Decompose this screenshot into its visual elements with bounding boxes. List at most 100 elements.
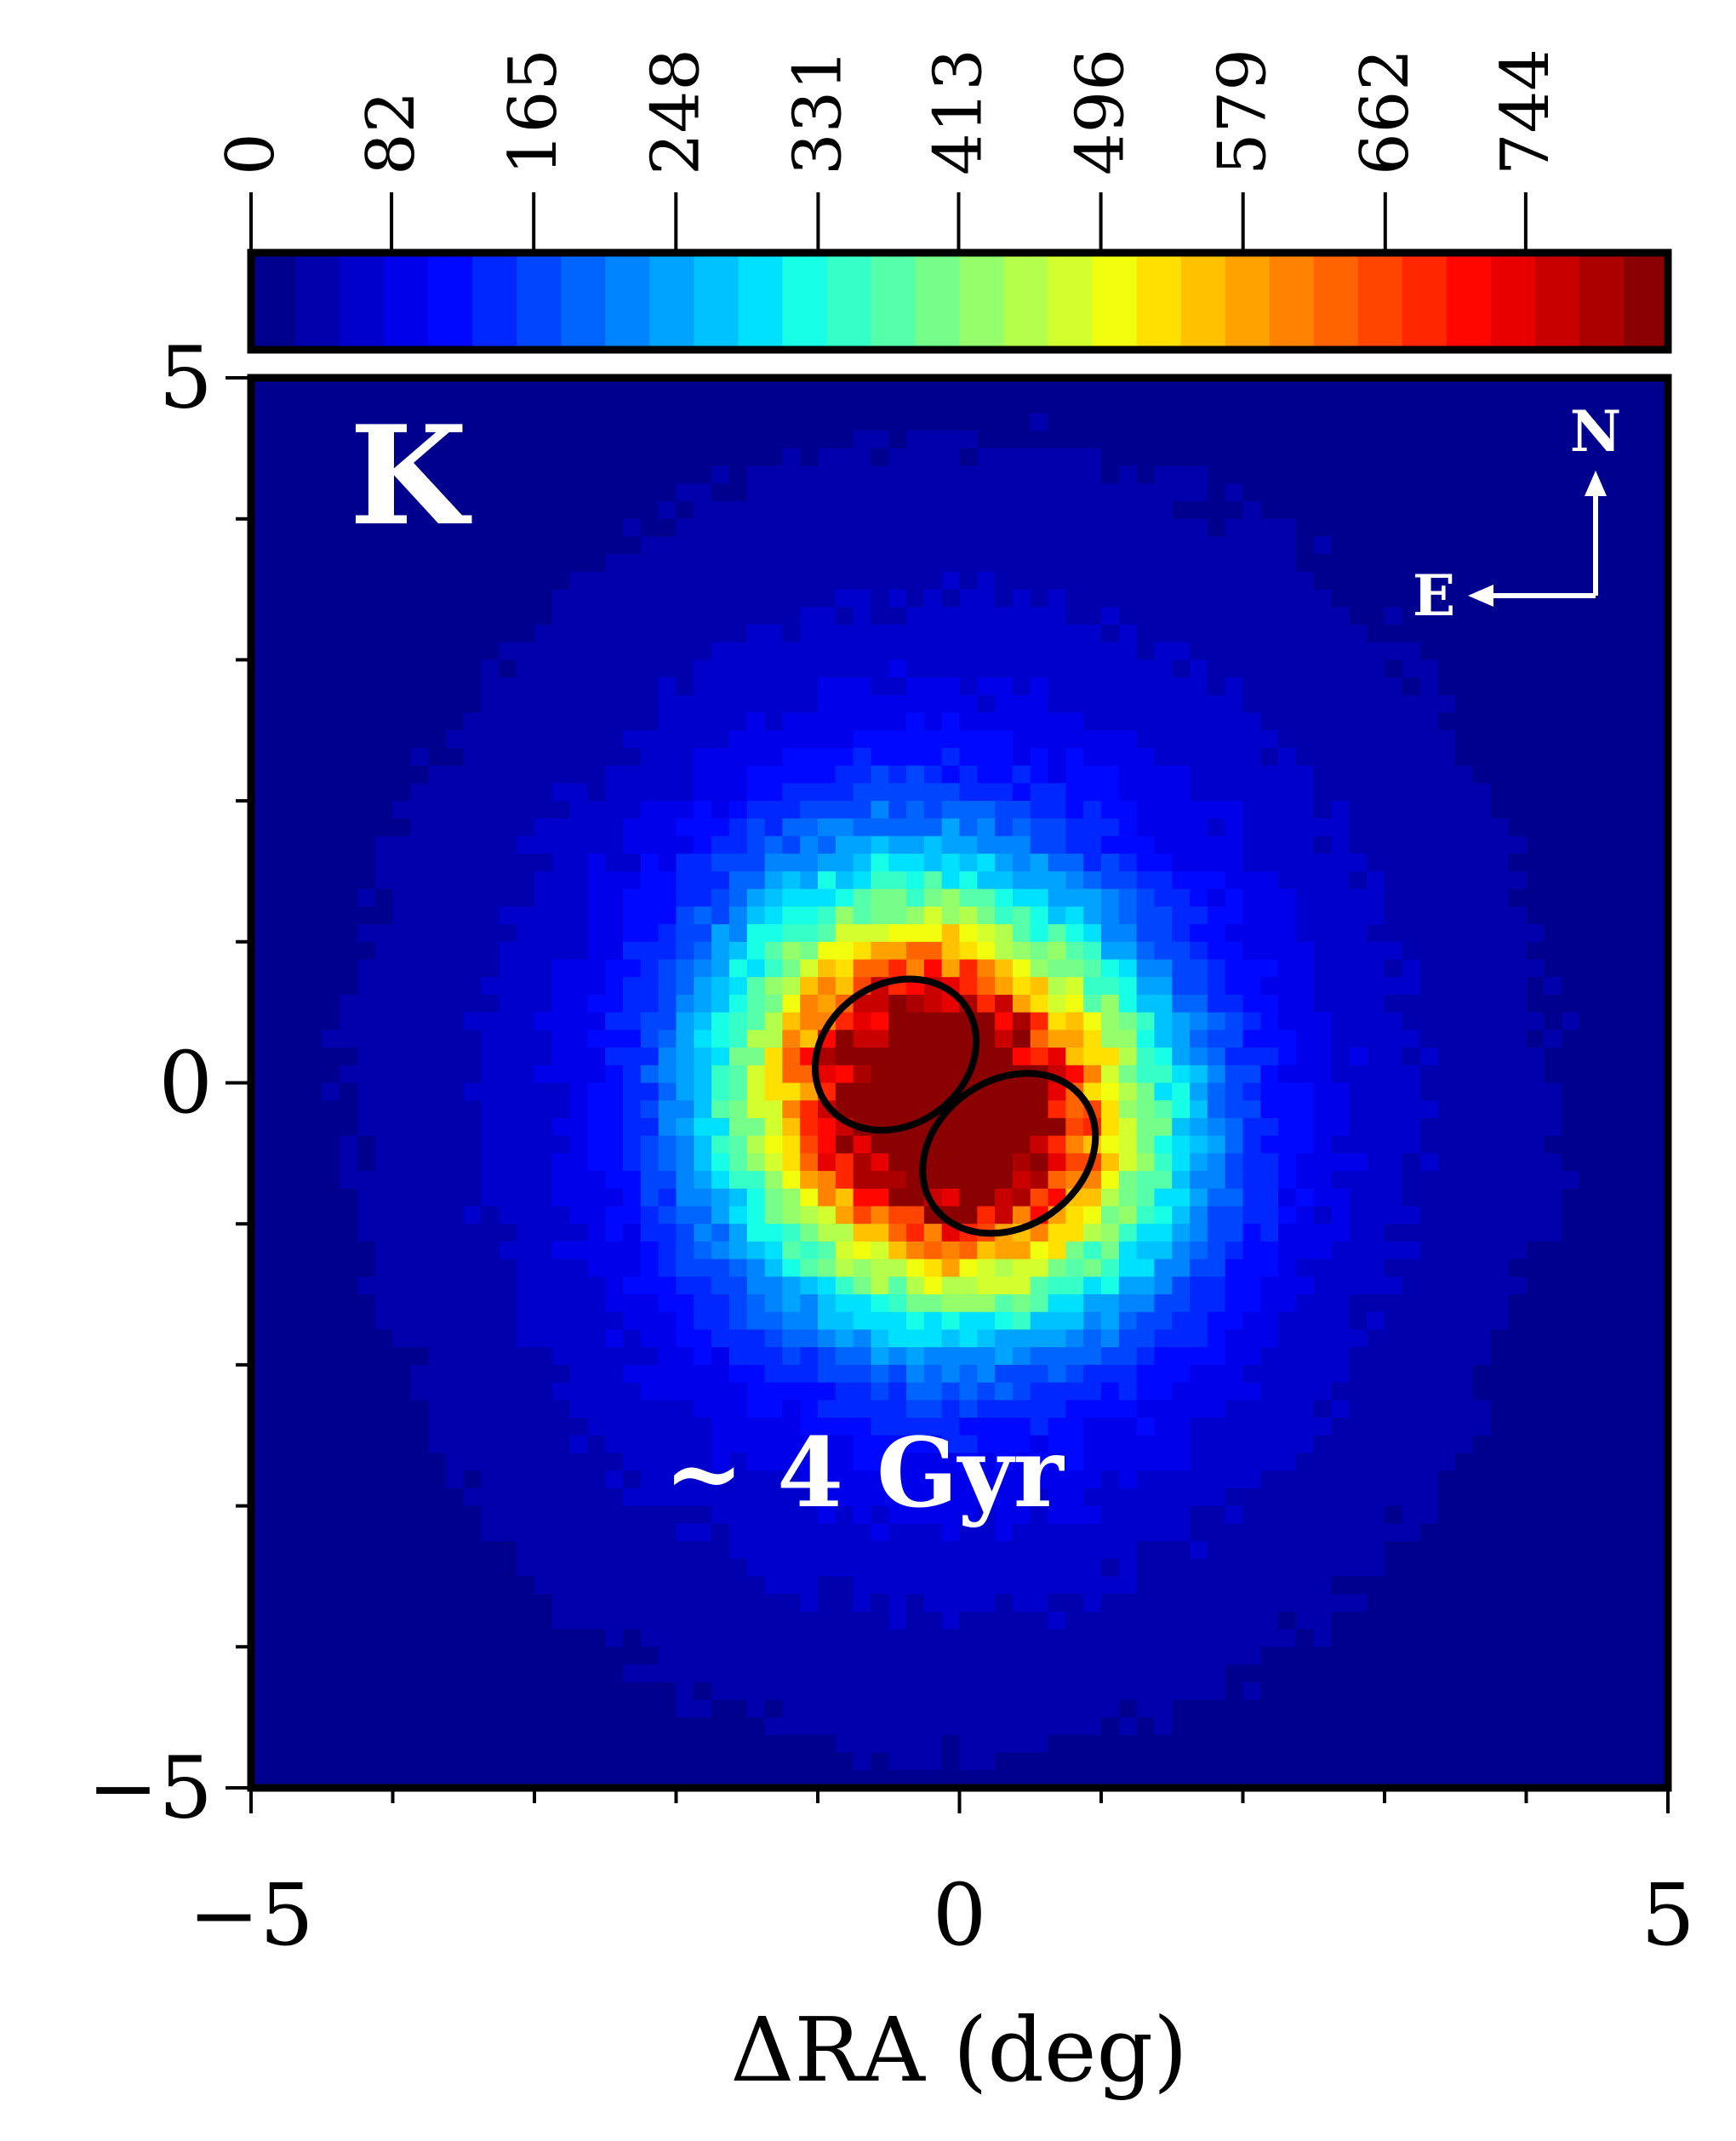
heatmap-cell <box>1101 1329 1120 1348</box>
heatmap-cell <box>1012 871 1031 890</box>
heatmap-cell <box>1508 395 1528 414</box>
heatmap-cell <box>1172 994 1191 1013</box>
heatmap-cell <box>959 571 979 591</box>
heatmap-cell <box>551 607 571 625</box>
heatmap-cell <box>304 1453 323 1471</box>
heatmap-cell <box>995 518 1014 538</box>
heatmap-cell <box>357 395 376 414</box>
heatmap-cell <box>1313 1241 1333 1260</box>
heatmap-cell <box>1402 1065 1421 1084</box>
heatmap-cell <box>1526 1364 1545 1384</box>
heatmap-cell <box>1260 888 1279 908</box>
heatmap-cell <box>694 1418 712 1436</box>
heatmap-cell <box>711 694 730 714</box>
heatmap-cell <box>746 571 766 591</box>
heatmap-cell <box>871 1259 890 1278</box>
heatmap-cell <box>711 1153 730 1172</box>
heatmap-cell <box>1207 431 1226 449</box>
heatmap-cell <box>959 801 979 819</box>
heatmap-cell <box>1118 1382 1138 1402</box>
heatmap-cell <box>1614 1100 1634 1119</box>
heatmap-cell <box>888 1224 907 1242</box>
heatmap-cell <box>818 413 837 431</box>
heatmap-cell <box>1402 500 1421 520</box>
heatmap-cell <box>676 1048 695 1066</box>
heatmap-cell <box>818 1311 837 1331</box>
heatmap-cell <box>517 378 535 397</box>
heatmap-cell <box>1190 1400 1208 1419</box>
heatmap-cell <box>374 642 394 661</box>
heatmap-cell <box>1313 1188 1333 1208</box>
heatmap-cell <box>1313 500 1333 520</box>
heatmap-cell <box>1526 1276 1545 1295</box>
heatmap-cell <box>1349 378 1368 397</box>
heatmap-cell <box>1207 500 1226 520</box>
heatmap-cell <box>923 518 943 538</box>
heatmap-cell <box>517 994 535 1013</box>
heatmap-cell <box>728 589 748 608</box>
heatmap-cell <box>782 1117 801 1137</box>
heatmap-cell <box>1242 1311 1262 1331</box>
heatmap-cell <box>374 783 394 802</box>
heatmap-cell <box>746 500 766 520</box>
heatmap-cell <box>304 465 323 485</box>
heatmap-cell <box>800 677 819 696</box>
heatmap-cell <box>357 871 376 890</box>
heatmap-cell <box>1136 554 1156 573</box>
heatmap-cell <box>1544 1082 1562 1102</box>
heatmap-cell <box>251 1347 270 1366</box>
heatmap-cell <box>445 571 465 591</box>
heatmap-cell <box>1172 1418 1191 1436</box>
heatmap-cell <box>658 765 677 785</box>
heatmap-cell <box>481 431 500 449</box>
heatmap-cell <box>853 677 872 696</box>
heatmap-cell <box>410 694 429 714</box>
heatmap-cell <box>445 977 465 996</box>
heatmap-cell <box>304 1153 323 1172</box>
heatmap-cell <box>923 554 943 573</box>
heatmap-cell <box>658 1294 677 1313</box>
heatmap-cell <box>286 677 306 696</box>
heatmap-cell <box>959 871 979 890</box>
heatmap-cell <box>941 448 961 467</box>
heatmap-cell <box>782 1400 801 1419</box>
heatmap-cell <box>517 888 535 908</box>
colorbar-tick-label: 0 <box>213 133 289 175</box>
heatmap-cell <box>1190 589 1208 608</box>
heatmap-cell <box>871 677 890 696</box>
heatmap-cell <box>818 854 837 872</box>
heatmap-cell <box>304 1012 323 1031</box>
heatmap-cell <box>410 554 429 573</box>
heatmap-cell <box>1242 413 1262 431</box>
heatmap-cell <box>1385 959 1403 979</box>
heatmap-cell <box>1562 765 1580 785</box>
heatmap-cell <box>658 1117 677 1137</box>
heatmap-cell <box>357 1400 376 1419</box>
heatmap-cell <box>1632 1329 1651 1348</box>
heatmap-cell <box>569 1453 589 1471</box>
heatmap-cell <box>587 1400 607 1419</box>
heatmap-cell <box>357 1418 376 1436</box>
heatmap-cell <box>481 1241 500 1260</box>
heatmap-cell <box>1455 607 1474 625</box>
heatmap-cell <box>304 712 323 732</box>
heatmap-cell <box>428 448 447 467</box>
heatmap-cell <box>995 730 1014 749</box>
heatmap-cell <box>534 783 553 802</box>
heatmap-cell <box>1331 1400 1351 1419</box>
heatmap-cell <box>782 1259 801 1278</box>
heatmap-cell <box>481 677 500 696</box>
heatmap-cell <box>428 1329 447 1348</box>
heatmap-cell <box>1172 959 1191 979</box>
heatmap-cell <box>977 888 996 908</box>
heatmap-cell <box>1048 1435 1067 1454</box>
heatmap-cell <box>1544 836 1562 855</box>
heatmap-cell <box>711 836 730 855</box>
heatmap-cell <box>1101 1012 1120 1031</box>
heatmap-cell <box>1242 483 1262 502</box>
heatmap-cell <box>1118 941 1138 961</box>
heatmap-cell <box>871 413 890 431</box>
heatmap-cell <box>569 1311 589 1331</box>
heatmap-cell <box>587 659 607 678</box>
heatmap-cell <box>923 1224 943 1242</box>
